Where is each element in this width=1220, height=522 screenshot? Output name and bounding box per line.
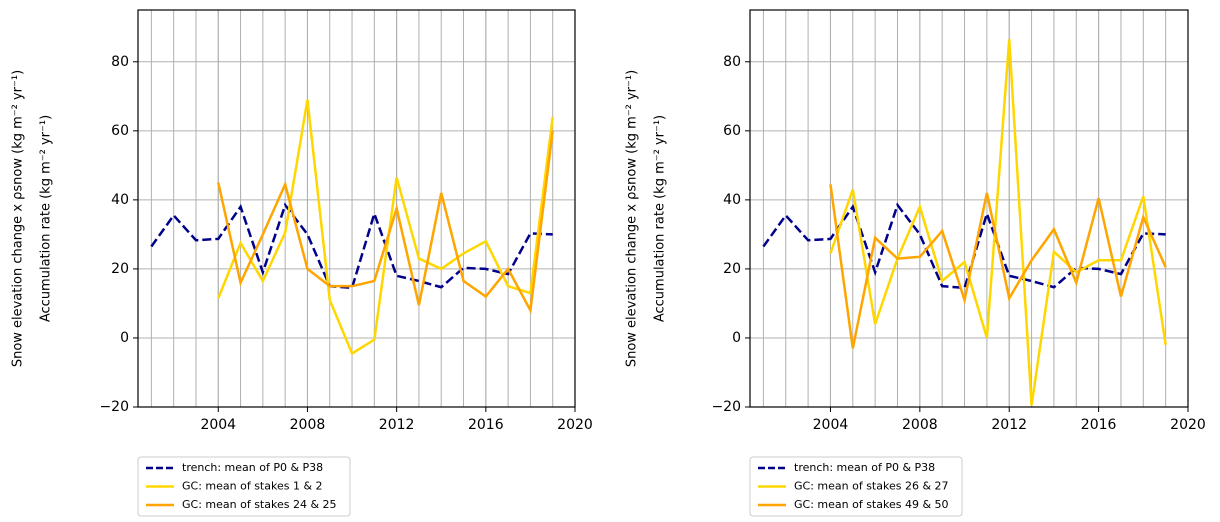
y-axis-label: Snow elevation change x ρsnow (kg m⁻² yr…	[625, 70, 640, 367]
axes-frame	[749, 9, 1189, 408]
x-tick-label: 2008	[902, 417, 938, 433]
y-tick-label: −20	[711, 399, 741, 415]
y-axis-label: Accumulation rate (kg m⁻² yr⁻¹)	[653, 115, 668, 322]
subplot: −20 0 20 40 60 80 2004 2008 2012 2016 2020 Snow ele…	[11, 9, 593, 517]
data-line	[217, 130, 554, 315]
x-tick-label: 2012	[379, 417, 415, 433]
y-tick-label: 80	[723, 54, 741, 70]
legend: trench: mean of P0 & P38 GC: mean of stak…	[137, 456, 351, 517]
data-line	[217, 99, 554, 356]
y-tick-label: 60	[723, 123, 741, 139]
legend-label: GC: mean of stakes 24 & 25	[182, 498, 337, 511]
y-axis-label: Accumulation rate (kg m⁻² yr⁻¹)	[39, 115, 54, 322]
y-tick-label: 0	[732, 330, 741, 346]
x-tick-label: 2004	[200, 417, 236, 433]
x-tick-label: 2016	[468, 417, 504, 433]
legend-box	[137, 456, 351, 517]
x-tick-label: 2008	[290, 417, 326, 433]
data-line	[829, 39, 1167, 406]
legend-label: GC: mean of stakes 49 & 50	[794, 498, 949, 511]
y-axis-label: Snow elevation change x ρsnow (kg m⁻² yr…	[11, 70, 26, 367]
y-tick-label: 20	[723, 261, 741, 277]
y-tick-label: 60	[111, 123, 129, 139]
x-tick-label: 2016	[1081, 417, 1117, 433]
subplot: −20 0 20 40 60 80 2004 2008 2012 2016 2020 Snow ele…	[625, 9, 1206, 517]
y-tick-label: 80	[111, 54, 129, 70]
legend-label: trench: mean of P0 & P38	[794, 461, 935, 474]
legend-label: GC: mean of stakes 26 & 27	[794, 480, 949, 493]
data-line	[762, 202, 1166, 290]
x-tick-label: 2004	[813, 417, 849, 433]
legend: trench: mean of P0 & P38 GC: mean of stak…	[749, 456, 963, 517]
x-tick-label: 2012	[991, 417, 1027, 433]
y-tick-label: 40	[111, 192, 129, 208]
legend-box	[749, 456, 963, 517]
y-tick-label: −20	[99, 399, 129, 415]
legend-label: GC: mean of stakes 1 & 2	[182, 480, 323, 493]
x-tick-label: 2020	[557, 417, 593, 433]
y-tick-label: 0	[120, 330, 129, 346]
x-tick-label: 2020	[1170, 417, 1206, 433]
y-tick-label: 20	[111, 261, 129, 277]
axes-frame	[137, 9, 576, 408]
data-line	[829, 184, 1167, 349]
data-line	[150, 202, 553, 290]
y-tick-label: 40	[723, 192, 741, 208]
legend-label: trench: mean of P0 & P38	[182, 461, 323, 474]
